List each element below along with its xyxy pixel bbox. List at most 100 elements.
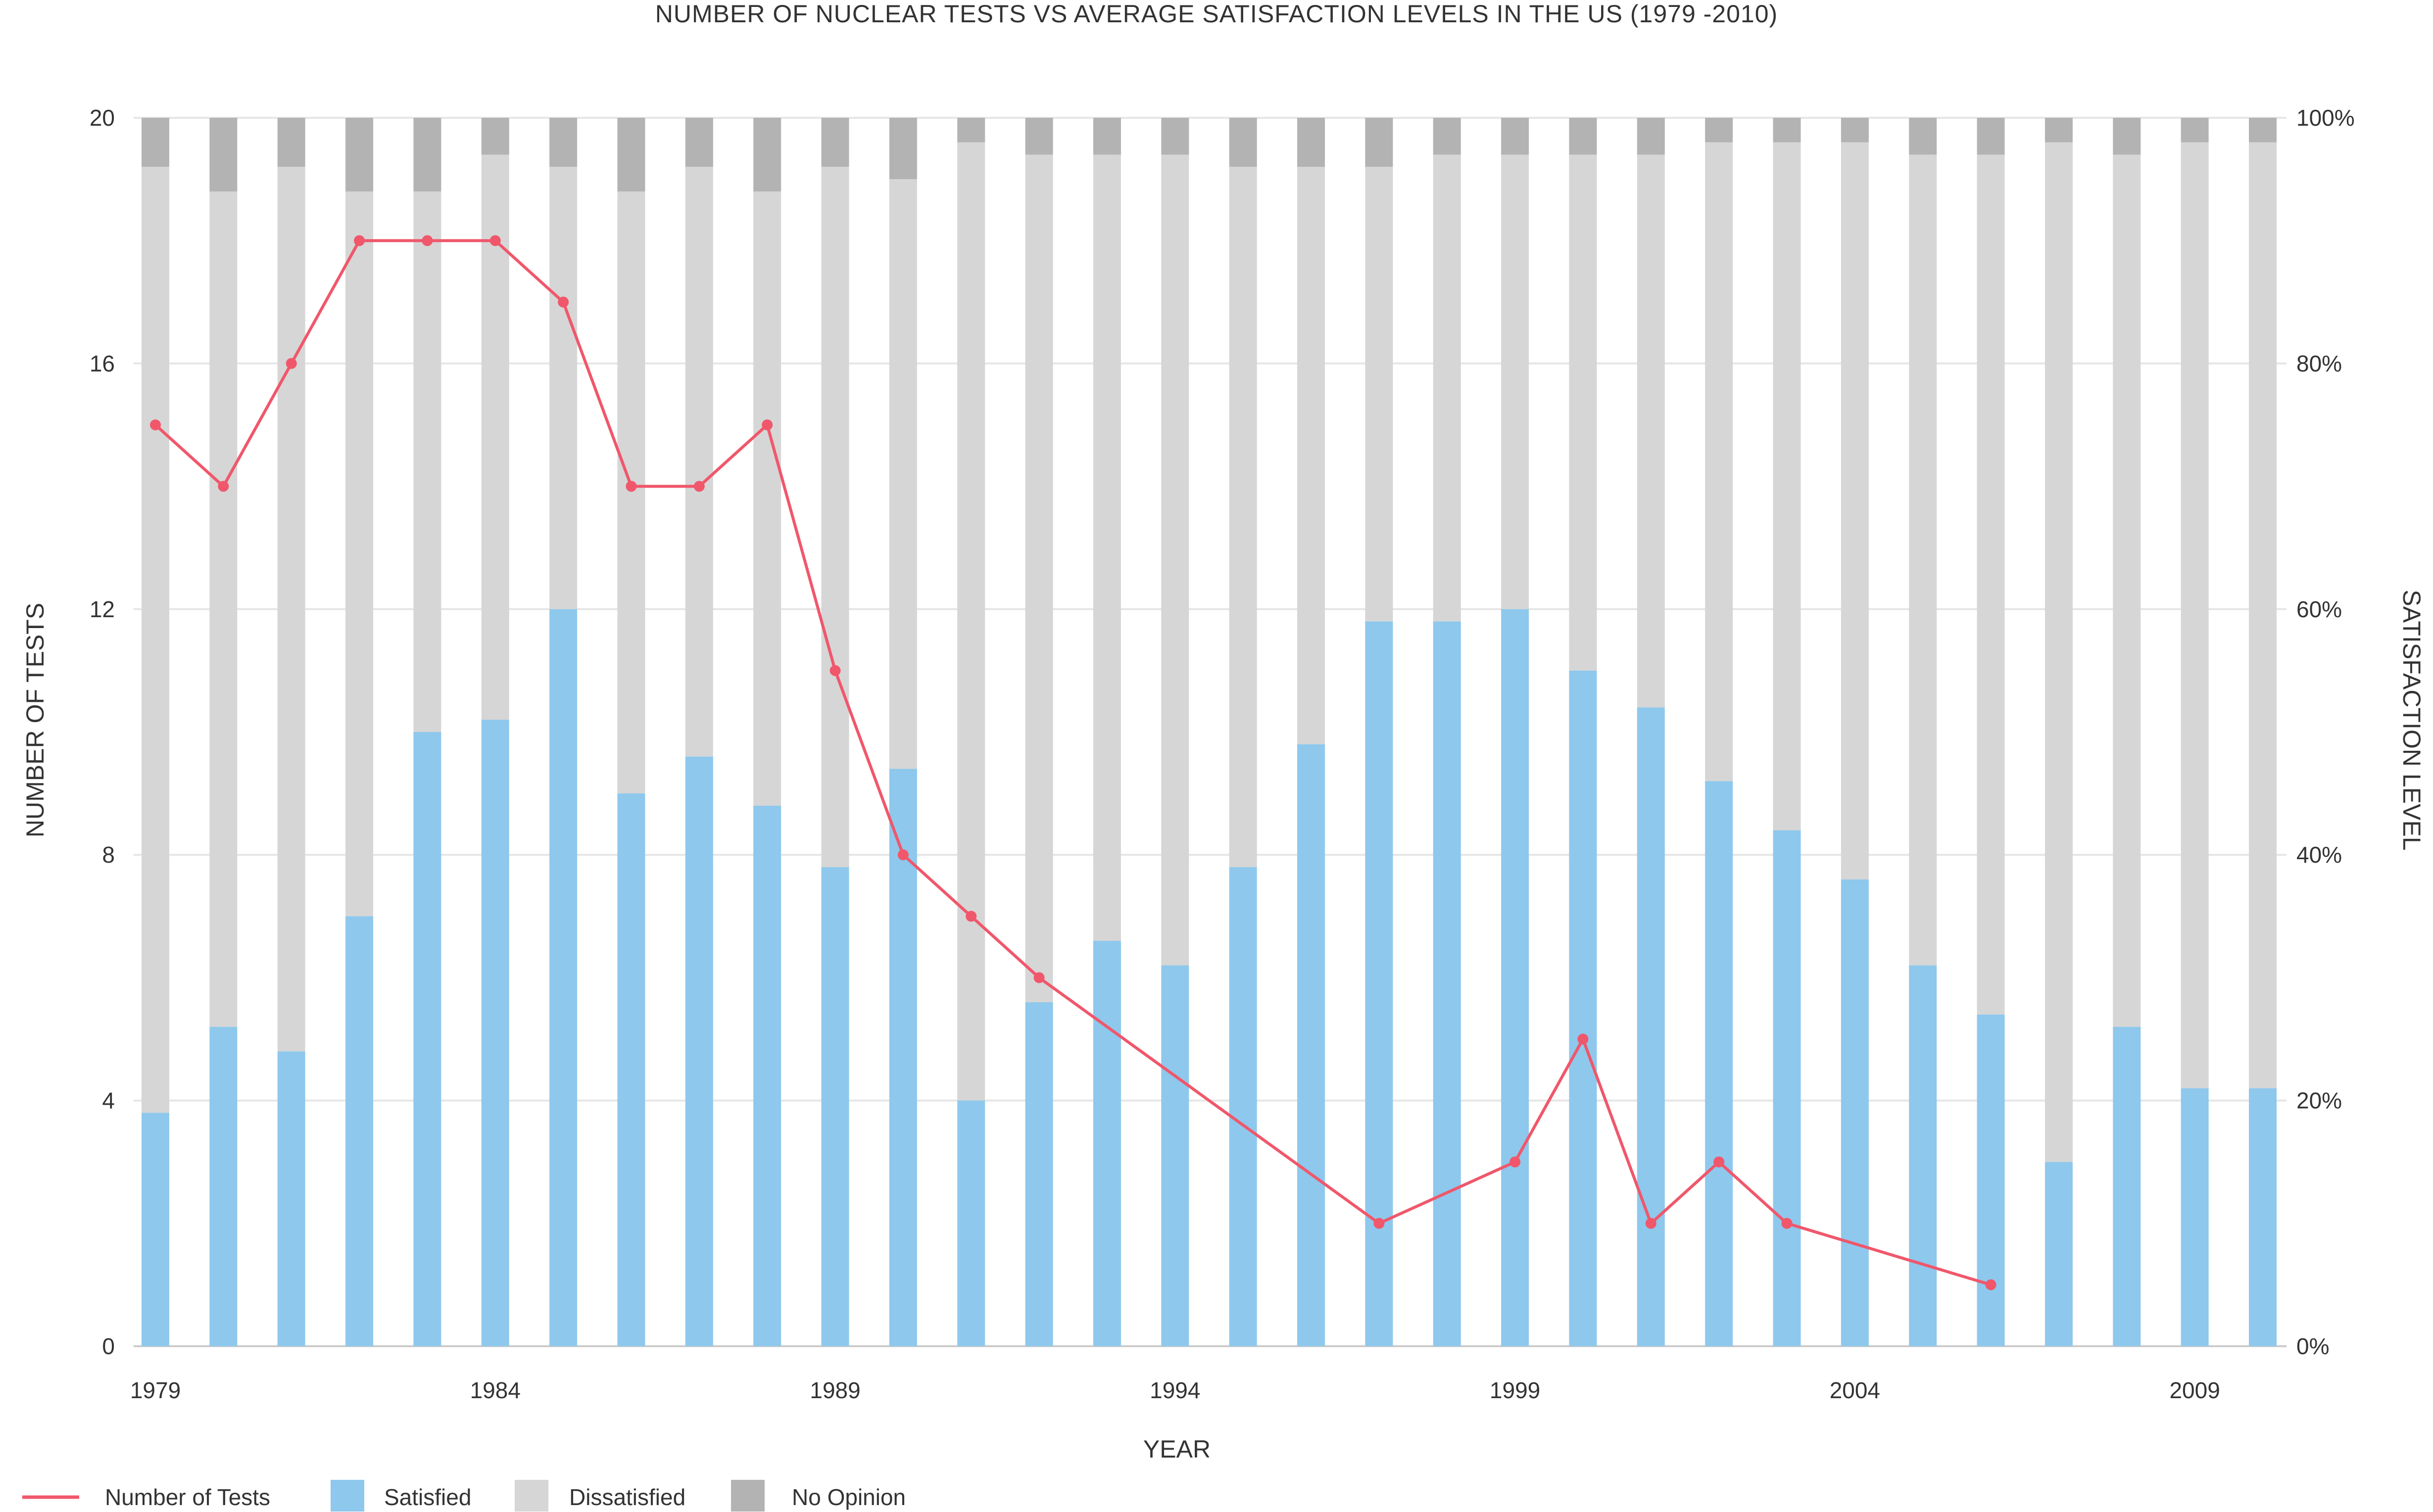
y2-tick-label: 0% [2296, 1333, 2329, 1359]
tests-point [286, 358, 297, 369]
bar-dissatisfied [821, 167, 849, 868]
bar-dissatisfied [2181, 142, 2209, 1088]
bar-satisfied [2181, 1088, 2209, 1346]
tests-point [762, 419, 773, 431]
bar-dissatisfied [1297, 167, 1325, 744]
bar-no-opinion [617, 118, 645, 192]
bar-dissatisfied [1093, 154, 1121, 941]
bar-no-opinion [2113, 118, 2141, 155]
bar-dissatisfied [1501, 154, 1529, 609]
bar-dissatisfied [1161, 154, 1189, 966]
bar-satisfied [753, 805, 781, 1346]
bar-dissatisfied [345, 191, 374, 917]
bar-satisfied [277, 1051, 305, 1346]
x-tick-label: 1984 [470, 1377, 521, 1403]
bar-satisfied [1501, 609, 1529, 1346]
bar-dissatisfied [549, 167, 578, 609]
bar-dissatisfied [1773, 142, 1801, 830]
bar-no-opinion [889, 118, 917, 180]
bar-no-opinion [142, 118, 169, 167]
tests-point [1577, 1033, 1589, 1045]
tests-point [1985, 1279, 1996, 1290]
y2-tick-label: 20% [2296, 1088, 2342, 1114]
legend-label-satisfied: Satisfied [384, 1484, 471, 1510]
x-tick-label: 1994 [1150, 1377, 1200, 1403]
tests-point [897, 849, 909, 861]
tests-point [218, 481, 229, 492]
bar-satisfied [142, 1113, 169, 1346]
bar-no-opinion [2044, 118, 2073, 143]
bar-satisfied [481, 720, 509, 1346]
bar-satisfied [2113, 1026, 2141, 1346]
bar-dissatisfied [889, 179, 917, 769]
bar-no-opinion [1977, 118, 2005, 155]
bar-no-opinion [1909, 118, 1937, 155]
bar-satisfied [1025, 1002, 1053, 1346]
y2-tick-label: 40% [2296, 842, 2342, 868]
bar-no-opinion [2249, 118, 2277, 143]
bar-satisfied [1229, 867, 1257, 1346]
x-tick-label: 2004 [1830, 1377, 1880, 1403]
legend-label-number-of-tests: Number of Tests [105, 1484, 270, 1510]
bar-no-opinion [1093, 118, 1121, 155]
legend-label-dissatisfied: Dissatisfied [569, 1484, 685, 1510]
bar-satisfied [413, 732, 441, 1346]
y-tick-label: 12 [90, 596, 115, 622]
bar-no-opinion [753, 118, 781, 192]
bar-no-opinion [1433, 118, 1461, 155]
y-tick-label: 8 [102, 842, 115, 868]
bar-no-opinion [1025, 118, 1053, 155]
x-tick-label: 1999 [1490, 1377, 1540, 1403]
bar-no-opinion [277, 118, 305, 167]
chart-title: NUMBER OF NUCLEAR TESTS VS AVERAGE SATIS… [655, 0, 1778, 28]
bar-no-opinion [1161, 118, 1189, 155]
bar-satisfied [1705, 781, 1733, 1346]
bar-no-opinion [1705, 118, 1733, 143]
bar-dissatisfied [1365, 167, 1393, 622]
bar-dissatisfied [142, 167, 169, 1113]
y-tick-label: 20 [90, 105, 115, 131]
bar-dissatisfied [1025, 154, 1053, 1003]
bar-no-opinion [2181, 118, 2209, 143]
x-ticks: 1979 1984 1989 1994 1999 2004 2009 [130, 1377, 2220, 1403]
bar-no-opinion [549, 118, 578, 167]
bar-satisfied [1297, 744, 1325, 1346]
tests-point [1509, 1156, 1521, 1168]
bar-satisfied [1773, 830, 1801, 1346]
tests-line [150, 235, 1996, 1290]
bar-satisfied [1841, 879, 1869, 1346]
bar-no-opinion [1297, 118, 1325, 167]
y2-tick-label: 60% [2296, 596, 2342, 622]
bar-dissatisfied [2044, 142, 2073, 1162]
bar-satisfied [1433, 621, 1461, 1346]
bar-no-opinion [1501, 118, 1529, 155]
y-tick-label: 4 [102, 1088, 115, 1114]
bar-satisfied [617, 793, 645, 1346]
bar-satisfied [1093, 940, 1121, 1346]
legend: Number of Tests Satisfied Dissatisfied N… [22, 1480, 906, 1512]
tests-point [1781, 1218, 1793, 1229]
tests-point [1713, 1156, 1725, 1168]
tests-point [626, 481, 637, 492]
bar-dissatisfied [1637, 154, 1665, 708]
bar-no-opinion [209, 118, 238, 192]
y2-tick-label: 80% [2296, 350, 2342, 376]
bar-no-opinion [1365, 118, 1393, 167]
bar-no-opinion [685, 118, 713, 167]
y-axis-label: NUMBER OF TESTS [21, 603, 49, 837]
gridlines [134, 117, 2287, 1347]
bars [142, 118, 2277, 1346]
tests-point [829, 665, 841, 676]
legend-swatch-dissatisfied [515, 1480, 548, 1512]
y2-axis-label: SATISFACTION LEVEL [2398, 589, 2426, 850]
bar-dissatisfied [753, 191, 781, 806]
bar-no-opinion [957, 118, 985, 143]
bar-dissatisfied [277, 167, 305, 1052]
tests-point [422, 235, 433, 246]
bar-satisfied [1569, 670, 1597, 1346]
x-tick-label: 1979 [130, 1377, 181, 1403]
tests-point [558, 296, 569, 308]
x-axis-label: YEAR [1143, 1435, 1211, 1463]
y-tick-label: 0 [102, 1333, 115, 1359]
